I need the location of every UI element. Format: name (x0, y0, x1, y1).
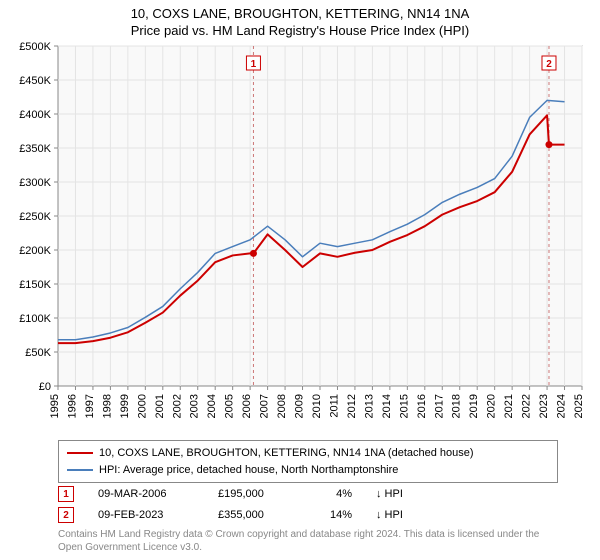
svg-text:2015: 2015 (398, 394, 410, 418)
marker-row: 1 09-MAR-2006 £195,000 4% ↓ HPI (58, 484, 558, 505)
marker-number-box: 1 (58, 486, 74, 502)
svg-text:£150K: £150K (19, 279, 51, 291)
svg-text:2006: 2006 (241, 394, 253, 418)
marker-row: 2 09-FEB-2023 £355,000 14% ↓ HPI (58, 505, 558, 526)
marker-hpi-label: ↓ HPI (376, 484, 403, 505)
svg-text:2014: 2014 (381, 394, 393, 418)
svg-text:1996: 1996 (66, 394, 78, 418)
svg-text:2008: 2008 (276, 394, 288, 418)
svg-text:£350K: £350K (19, 143, 51, 155)
legend: 10, COXS LANE, BROUGHTON, KETTERING, NN1… (58, 440, 558, 483)
svg-text:£500K: £500K (19, 42, 51, 53)
svg-text:£200K: £200K (19, 245, 51, 257)
svg-text:2011: 2011 (328, 394, 340, 418)
svg-text:2004: 2004 (206, 394, 218, 418)
svg-text:2010: 2010 (311, 394, 323, 418)
svg-text:2002: 2002 (171, 394, 183, 418)
title-line1: 10, COXS LANE, BROUGHTON, KETTERING, NN1… (131, 6, 470, 21)
svg-text:2022: 2022 (521, 394, 533, 418)
svg-text:2017: 2017 (433, 394, 445, 418)
svg-text:2013: 2013 (363, 394, 375, 418)
svg-text:2019: 2019 (468, 394, 480, 418)
svg-text:£300K: £300K (19, 177, 51, 189)
svg-text:£400K: £400K (19, 109, 51, 121)
svg-text:2024: 2024 (556, 394, 568, 418)
svg-text:1997: 1997 (84, 394, 96, 418)
marker-number-box: 2 (58, 507, 74, 523)
marker-date: 09-MAR-2006 (98, 484, 194, 505)
marker-date: 09-FEB-2023 (98, 505, 194, 526)
svg-text:2007: 2007 (259, 394, 271, 418)
marker-price: £355,000 (218, 505, 288, 526)
svg-text:2016: 2016 (416, 394, 428, 418)
marker-pct: 14% (312, 505, 352, 526)
legend-swatch (67, 469, 93, 471)
svg-text:2009: 2009 (294, 394, 306, 418)
svg-text:2023: 2023 (538, 394, 550, 418)
svg-text:2020: 2020 (486, 394, 498, 418)
legend-row: HPI: Average price, detached house, Nort… (67, 462, 549, 479)
chart-title: 10, COXS LANE, BROUGHTON, KETTERING, NN1… (0, 0, 600, 40)
svg-text:£50K: £50K (25, 347, 51, 359)
svg-text:2: 2 (546, 59, 552, 70)
svg-text:£0: £0 (39, 381, 51, 393)
svg-text:2001: 2001 (154, 394, 166, 418)
chart-area: £0 £50K £100K £150K £200K £250K £300K £350K £400… (0, 42, 600, 432)
svg-text:2003: 2003 (189, 394, 201, 418)
markers-table: 1 09-MAR-2006 £195,000 4% ↓ HPI 2 09-FEB-2023 £… (58, 484, 558, 526)
svg-text:2025: 2025 (573, 394, 585, 418)
title-line2: Price paid vs. HM Land Registry's House … (131, 23, 469, 38)
svg-text:1999: 1999 (119, 394, 131, 418)
svg-text:£100K: £100K (19, 313, 51, 325)
legend-label: 10, COXS LANE, BROUGHTON, KETTERING, NN1… (99, 445, 474, 462)
svg-text:2012: 2012 (346, 394, 358, 418)
svg-text:1: 1 (251, 59, 257, 70)
legend-row: 10, COXS LANE, BROUGHTON, KETTERING, NN1… (67, 445, 549, 462)
attribution: Contains HM Land Registry data © Crown c… (58, 528, 558, 554)
legend-swatch (67, 452, 93, 454)
svg-text:£450K: £450K (19, 75, 51, 87)
svg-text:2021: 2021 (503, 394, 515, 418)
legend-label: HPI: Average price, detached house, Nort… (99, 462, 398, 479)
marker-pct: 4% (312, 484, 352, 505)
svg-text:1998: 1998 (101, 394, 113, 418)
svg-text:£250K: £250K (19, 211, 51, 223)
svg-text:2000: 2000 (136, 394, 148, 418)
marker-price: £195,000 (218, 484, 288, 505)
marker-hpi-label: ↓ HPI (376, 505, 403, 526)
svg-text:2005: 2005 (224, 394, 236, 418)
svg-text:2018: 2018 (451, 394, 463, 418)
svg-text:1995: 1995 (49, 394, 61, 418)
